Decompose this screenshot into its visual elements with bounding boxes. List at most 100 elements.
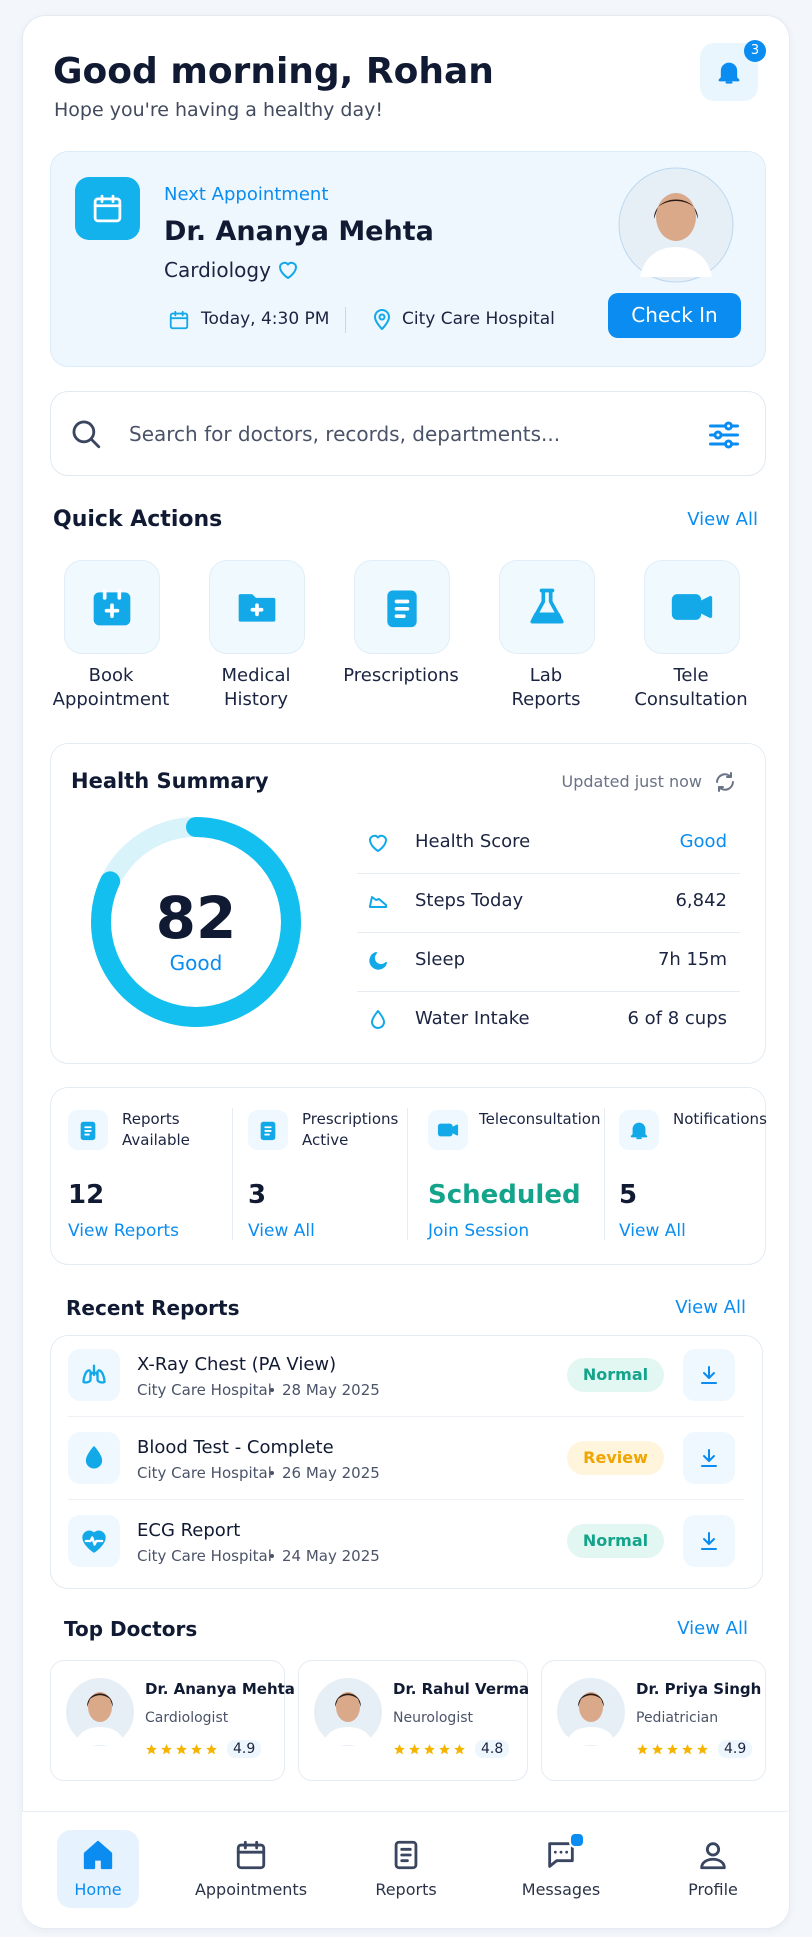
nav-label[interactable]: Profile bbox=[688, 1880, 738, 1899]
stat-value: 5 bbox=[619, 1180, 638, 1210]
refresh-icon-part bbox=[716, 772, 734, 792]
nav-icon bbox=[700, 1842, 726, 1870]
metric-icon bbox=[369, 834, 387, 852]
doctor-rating: 4.9 bbox=[718, 1740, 753, 1758]
stat-link[interactable]: View All bbox=[619, 1221, 686, 1241]
check-in-button[interactable]: Check In bbox=[608, 293, 741, 338]
score-ring bbox=[91, 817, 301, 1027]
report-status: Normal bbox=[567, 1524, 664, 1558]
stat-link[interactable]: Join Session bbox=[428, 1221, 530, 1241]
report-icon bbox=[68, 1349, 120, 1401]
search-bar[interactable]: Search for doctors, records, departments… bbox=[50, 391, 766, 476]
quick-action-label: Consultation bbox=[634, 689, 748, 710]
nav-icon-part bbox=[700, 1857, 726, 1870]
stat-label: Teleconsultation bbox=[479, 1110, 601, 1128]
quick-action-button[interactable] bbox=[644, 560, 740, 654]
quick-action-icon-part bbox=[394, 599, 410, 618]
divider bbox=[357, 991, 740, 992]
star bbox=[637, 1744, 648, 1755]
download-button[interactable] bbox=[683, 1432, 735, 1484]
doctor-specialty: Pediatrician bbox=[636, 1710, 719, 1726]
quick-action-icon bbox=[238, 594, 276, 622]
nav-icon bbox=[236, 1840, 266, 1870]
view-all[interactable]: View All bbox=[687, 509, 758, 530]
quick-action-icon-part bbox=[697, 596, 713, 618]
nav-icon-part bbox=[394, 1840, 418, 1870]
star bbox=[697, 1744, 708, 1755]
metric-icon-part bbox=[369, 896, 387, 908]
nav-icon-part bbox=[236, 1840, 266, 1854]
quick-action-button[interactable] bbox=[64, 560, 160, 654]
download-icon-part bbox=[701, 1532, 717, 1550]
stat-link[interactable]: View Reports bbox=[68, 1221, 179, 1241]
search-icon bbox=[72, 420, 101, 449]
calendar-icon-part bbox=[93, 197, 122, 223]
quick-action-button[interactable] bbox=[209, 560, 305, 654]
stat-label: Reports bbox=[122, 1110, 180, 1128]
quick-action-label: Medical bbox=[221, 665, 291, 686]
section-title: Health Summary bbox=[71, 769, 269, 793]
divider bbox=[345, 307, 346, 333]
avatar-part bbox=[336, 1692, 360, 1722]
star bbox=[394, 1744, 405, 1755]
report-date: 26 May 2025 bbox=[282, 1464, 380, 1482]
star-icon bbox=[637, 1744, 648, 1755]
stat-icon-glyph-part bbox=[264, 1126, 272, 1136]
doctor-specialty: Cardiologist bbox=[145, 1710, 229, 1726]
star bbox=[424, 1744, 435, 1755]
download-button[interactable] bbox=[683, 1349, 735, 1401]
report-icon-glyph bbox=[82, 1364, 106, 1384]
star-icon bbox=[439, 1744, 450, 1755]
view-all[interactable]: View All bbox=[677, 1618, 748, 1639]
metric-value: 6,842 bbox=[675, 890, 727, 911]
star-icon bbox=[161, 1744, 172, 1755]
view-all[interactable]: View All bbox=[675, 1297, 746, 1318]
specialty: Cardiology bbox=[164, 258, 271, 282]
quick-action-label: Lab bbox=[529, 665, 563, 686]
star-icon bbox=[206, 1744, 217, 1755]
divider bbox=[357, 932, 740, 933]
search-icon-part bbox=[72, 420, 96, 444]
doctor-card[interactable]: Dr. Ananya Mehta Cardiologist 4.9 bbox=[50, 1660, 295, 1781]
nav-label[interactable]: Reports bbox=[375, 1880, 437, 1899]
quick-action-button[interactable] bbox=[354, 560, 450, 654]
doctor-name: Dr. Ananya Mehta bbox=[164, 216, 434, 247]
doctor-name: Dr. Ananya Mehta bbox=[145, 1680, 295, 1698]
quick-action-label: Appointment bbox=[52, 689, 170, 710]
report-title: X-Ray Chest (PA View) bbox=[137, 1354, 337, 1375]
separator-dot bbox=[270, 1471, 274, 1475]
notification-badge: 3 bbox=[744, 40, 766, 62]
quick-action-icon bbox=[93, 588, 131, 626]
stat-icon-glyph bbox=[437, 1123, 459, 1137]
doctor-name: Dr. Rahul Verma bbox=[393, 1680, 530, 1698]
report-status: Review bbox=[567, 1441, 664, 1475]
quick-action-button[interactable] bbox=[499, 560, 595, 654]
avatar-part bbox=[75, 1727, 125, 1745]
quick-action-icon-part bbox=[250, 603, 264, 617]
nav-label[interactable]: Messages bbox=[521, 1880, 601, 1899]
nav-label[interactable]: Home bbox=[74, 1880, 122, 1899]
doctor-card[interactable]: Dr. Priya Singh Pediatrician 4.9 bbox=[541, 1660, 766, 1781]
doctor-avatar bbox=[557, 1678, 625, 1746]
star-icon bbox=[394, 1744, 405, 1755]
star-icon bbox=[682, 1744, 693, 1755]
photo-part bbox=[656, 193, 696, 241]
report-date: 28 May 2025 bbox=[282, 1381, 380, 1399]
stat-icon bbox=[619, 1110, 659, 1150]
doctor-card[interactable]: Dr. Rahul Verma Neurologist 4.8 bbox=[298, 1660, 530, 1781]
divider bbox=[407, 1108, 408, 1240]
report-icon bbox=[68, 1432, 120, 1484]
notification-button[interactable]: 3 bbox=[700, 40, 766, 101]
stat-link[interactable]: View All bbox=[248, 1221, 315, 1241]
filter-icon bbox=[709, 421, 739, 449]
metric-icon bbox=[369, 896, 387, 908]
appointment-label: Next Appointment bbox=[164, 184, 329, 205]
report-icon-glyph-part bbox=[84, 1536, 104, 1546]
download-icon bbox=[701, 1532, 717, 1550]
filter-icon-part bbox=[724, 439, 733, 449]
stat-label: Available bbox=[122, 1131, 190, 1149]
star bbox=[454, 1744, 465, 1755]
nav-label[interactable]: Appointments bbox=[194, 1880, 308, 1899]
bell-icon bbox=[718, 62, 740, 84]
download-button[interactable] bbox=[683, 1515, 735, 1567]
